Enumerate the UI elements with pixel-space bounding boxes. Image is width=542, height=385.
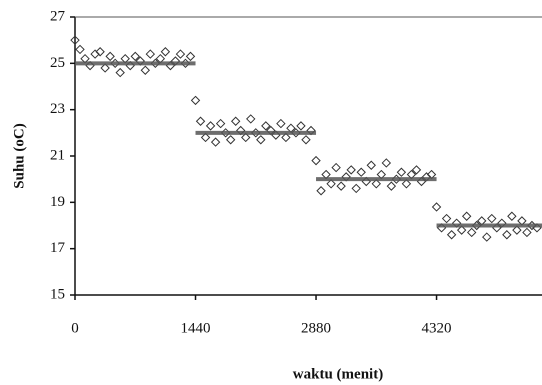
data-point xyxy=(316,186,326,196)
y-tick-label: 15 xyxy=(50,286,65,302)
data-point xyxy=(522,227,532,238)
data-point xyxy=(276,118,286,129)
data-point xyxy=(441,213,452,224)
data-point xyxy=(401,179,412,189)
data-point xyxy=(331,162,341,173)
data-point xyxy=(396,167,407,177)
data-point xyxy=(160,47,171,57)
data-point xyxy=(200,132,211,143)
data-point xyxy=(230,116,241,126)
data-point xyxy=(241,132,251,143)
data-point xyxy=(346,165,356,175)
data-point xyxy=(140,65,151,75)
data-point xyxy=(130,51,140,62)
data-point xyxy=(261,121,271,131)
data-point xyxy=(75,44,85,55)
data-point xyxy=(512,225,522,235)
data-point xyxy=(502,230,512,240)
x-tick-label: 4320 xyxy=(422,320,452,336)
data-point xyxy=(195,116,206,126)
y-tick-label: 21 xyxy=(50,147,65,163)
data-point xyxy=(456,225,467,235)
x-axis-label: waktu (menit) xyxy=(293,366,383,382)
data-point xyxy=(411,165,422,175)
data-point xyxy=(351,183,361,194)
data-point xyxy=(225,135,236,145)
data-point xyxy=(507,211,517,221)
data-point xyxy=(366,160,376,170)
y-axis-label: Suhu (oC) xyxy=(11,123,27,188)
data-point xyxy=(281,132,291,143)
data-point xyxy=(95,47,105,57)
y-tick-label: 25 xyxy=(50,55,65,71)
y-tick-label: 19 xyxy=(50,194,65,210)
y-tick-label: 23 xyxy=(50,101,65,117)
data-point xyxy=(100,63,110,73)
data-point xyxy=(215,118,226,129)
data-point xyxy=(70,35,80,45)
data-point xyxy=(371,179,381,189)
data-point xyxy=(115,67,125,78)
y-tick-label: 17 xyxy=(50,240,66,256)
data-point xyxy=(185,51,196,62)
x-tick-label: 0 xyxy=(71,320,79,336)
data-point xyxy=(356,167,366,177)
data-point xyxy=(381,158,392,168)
data-point xyxy=(210,137,221,147)
data-point xyxy=(466,227,477,238)
data-point xyxy=(190,95,201,106)
data-point xyxy=(175,49,186,59)
data-point xyxy=(431,202,442,212)
data-point xyxy=(311,155,321,166)
x-tick-label: 2880 xyxy=(301,320,331,336)
data-point xyxy=(301,135,311,145)
data-point xyxy=(256,135,266,145)
data-point xyxy=(487,213,497,224)
data-point xyxy=(296,121,306,131)
data-point xyxy=(246,114,256,124)
y-tick-label: 27 xyxy=(50,8,66,24)
data-point xyxy=(386,181,397,191)
step-line xyxy=(75,61,542,228)
data-point xyxy=(336,181,346,191)
data-point xyxy=(446,230,457,240)
data-point xyxy=(205,121,216,131)
data-point xyxy=(482,232,492,242)
data-point xyxy=(461,211,472,221)
data-point xyxy=(105,51,115,62)
data-point xyxy=(326,179,336,189)
data-point xyxy=(145,49,156,59)
x-tick-label: 1440 xyxy=(181,320,211,336)
